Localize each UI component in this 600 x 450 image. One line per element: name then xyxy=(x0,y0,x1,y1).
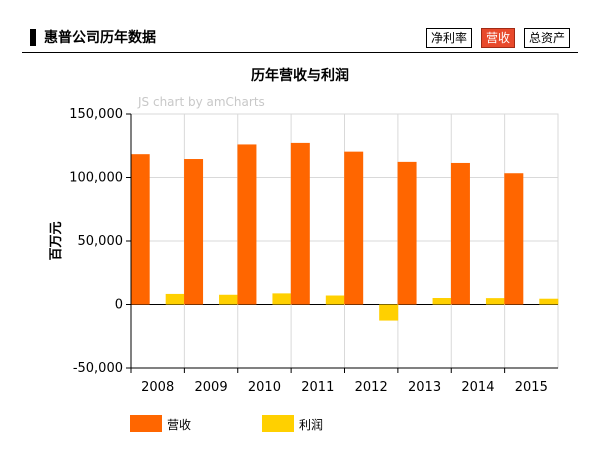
bar-profit xyxy=(539,298,559,305)
bar-profit xyxy=(485,298,505,305)
x-tick-label: 2010 xyxy=(248,380,281,395)
y-tick-label: 50,000 xyxy=(78,234,124,249)
bar-profit xyxy=(272,293,292,305)
legend-swatch-profit xyxy=(262,415,294,432)
chart-title: 历年营收与利润 xyxy=(251,68,349,84)
x-tick-label: 2009 xyxy=(195,380,228,395)
bar-revenue xyxy=(290,142,310,305)
section-header: 惠普公司历年数据 净利率 营收 总资产 xyxy=(22,26,578,53)
x-tick-label: 2014 xyxy=(461,380,494,395)
axis-layer: -50,000 0 50,000 100,000 150,000 2008 2009 2010… xyxy=(49,107,558,395)
bar-revenue xyxy=(130,154,150,305)
tab-bar: 净利率 营收 总资产 xyxy=(425,28,570,48)
legend-label-profit: 利润 xyxy=(299,418,324,432)
y-tick-label: 0 xyxy=(115,298,123,313)
chart-watermark: JS chart by amCharts xyxy=(138,95,265,109)
tab-total-assets[interactable]: 总资产 xyxy=(523,28,570,48)
section-title: 惠普公司历年数据 xyxy=(44,30,156,46)
bar-profit xyxy=(325,295,345,305)
bar-profit xyxy=(219,294,239,305)
bar-profit xyxy=(165,293,185,305)
bar-profit xyxy=(432,298,452,305)
legend-label-revenue: 营收 xyxy=(167,418,192,432)
header-marker xyxy=(30,29,36,46)
x-tick-label: 2008 xyxy=(141,380,174,395)
bars-layer xyxy=(130,142,559,321)
y-axis-label: 百万元 xyxy=(49,221,64,260)
x-tick-label: 2012 xyxy=(355,380,388,395)
legend: 营收 利润 xyxy=(130,414,430,434)
bar-revenue xyxy=(344,151,364,305)
y-tick-label: 100,000 xyxy=(69,171,123,186)
bar-profit xyxy=(379,304,399,321)
x-tick-label: 2015 xyxy=(515,380,548,395)
bar-revenue xyxy=(397,161,417,305)
bar-revenue xyxy=(504,173,524,305)
x-tick-label: 2013 xyxy=(408,380,441,395)
bar-revenue xyxy=(184,159,204,305)
y-tick-label: 150,000 xyxy=(69,107,123,122)
legend-swatch-revenue xyxy=(130,415,162,432)
bar-revenue xyxy=(237,144,257,305)
tab-revenue[interactable]: 营收 xyxy=(480,28,515,48)
x-tick-label: 2011 xyxy=(301,380,334,395)
y-tick-label: -50,000 xyxy=(73,361,123,376)
tab-net-margin[interactable]: 净利率 xyxy=(425,28,472,48)
bar-revenue xyxy=(450,162,470,305)
